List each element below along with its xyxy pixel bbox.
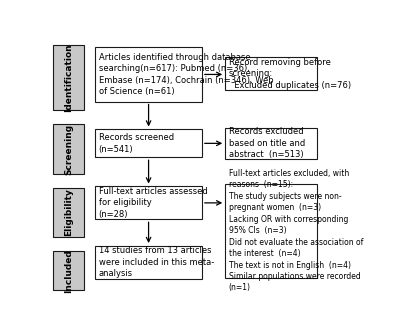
Text: Screening: Screening <box>64 123 73 175</box>
Text: Records excluded
based on title and
abstract  (n=513): Records excluded based on title and abst… <box>229 127 305 159</box>
Text: Articles identified through database
searching(n=617): Pubmed (n=36),
Embase (n=: Articles identified through database sea… <box>99 53 273 96</box>
FancyBboxPatch shape <box>53 251 84 290</box>
FancyBboxPatch shape <box>95 187 202 219</box>
Text: Record removing before
screening:
  Excluded duplicates (n=76): Record removing before screening: Exclud… <box>229 58 351 89</box>
FancyBboxPatch shape <box>95 129 202 157</box>
Text: Records screened
(n=541): Records screened (n=541) <box>99 133 174 154</box>
Text: Full-text articles excluded, with
reasons  (n=15):
The study subjects were non-
: Full-text articles excluded, with reason… <box>229 169 363 292</box>
FancyBboxPatch shape <box>53 124 84 174</box>
FancyBboxPatch shape <box>53 44 84 111</box>
FancyBboxPatch shape <box>95 246 202 279</box>
FancyBboxPatch shape <box>225 57 317 90</box>
FancyBboxPatch shape <box>225 128 317 159</box>
Text: 14 studies from 13 articles
were included in this meta-
analysis: 14 studies from 13 articles were include… <box>99 246 214 278</box>
FancyBboxPatch shape <box>53 188 84 237</box>
FancyBboxPatch shape <box>225 184 317 278</box>
Text: Eligibility: Eligibility <box>64 189 73 236</box>
Text: Included: Included <box>64 249 73 292</box>
Text: Full-text articles assessed
for eligibility
(n=28): Full-text articles assessed for eligibil… <box>99 187 208 219</box>
FancyBboxPatch shape <box>95 47 202 102</box>
Text: Identification: Identification <box>64 43 73 112</box>
